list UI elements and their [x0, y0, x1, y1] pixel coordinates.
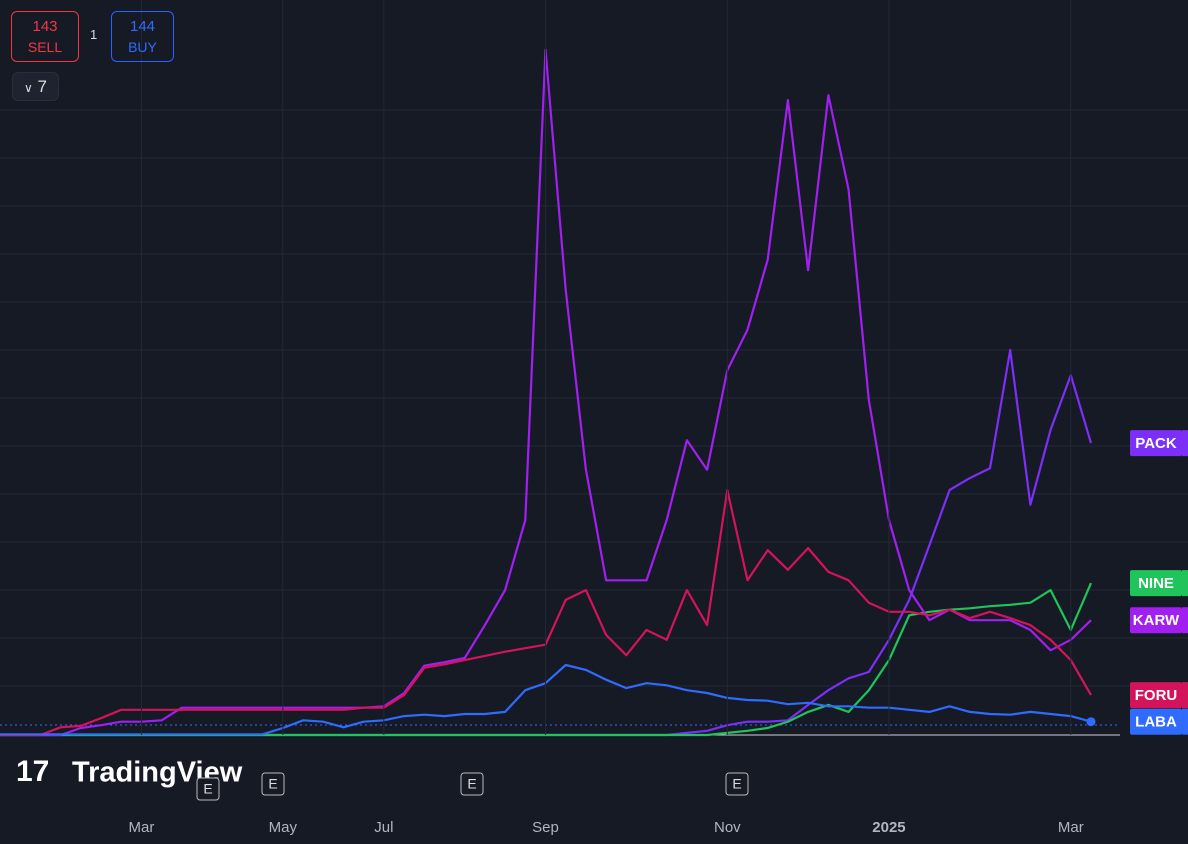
series-tag	[1130, 708, 1182, 735]
x-tick-label: Mar	[1058, 819, 1084, 836]
earnings-box[interactable]	[460, 772, 484, 796]
series-tags: PACK NINE KARW FORU LABA	[1130, 430, 1188, 735]
x-tick-label: Nov	[714, 819, 741, 836]
series-name: KARW	[1133, 612, 1180, 629]
x-axis: Mar May Jul Sep Nov 2025 Mar	[129, 0, 1084, 836]
series-tag	[1130, 607, 1182, 634]
series-tag	[1130, 570, 1182, 597]
earnings-label[interactable]: E	[203, 781, 212, 797]
series-tag	[1130, 430, 1182, 457]
x-tick-label: 2025	[872, 819, 905, 836]
last-point	[1086, 717, 1096, 727]
series-tag	[1130, 682, 1182, 709]
sell-button[interactable]: 143 SELL	[11, 11, 79, 62]
earnings-box[interactable]	[725, 772, 749, 796]
earnings-box[interactable]	[261, 772, 285, 796]
series-name: NINE	[1138, 575, 1174, 592]
earnings-label[interactable]: E	[732, 776, 741, 792]
sell-label[interactable]: SELL	[27, 39, 63, 55]
earnings-label[interactable]: E	[268, 776, 277, 792]
series-tag-edge	[1182, 570, 1188, 597]
series-tag-edge	[1182, 607, 1188, 634]
logo-mark: 17	[16, 755, 49, 788]
grid	[0, 109, 1188, 687]
quantity[interactable]: 1	[90, 27, 98, 42]
sell-price[interactable]: 143	[32, 18, 58, 35]
indicators-count[interactable]: 7	[37, 77, 47, 96]
series-name: PACK	[1135, 435, 1177, 452]
x-tick-label: Jul	[374, 819, 393, 836]
series-name: LABA	[1135, 714, 1177, 731]
series-tag-edge	[1182, 708, 1188, 735]
x-tick-label: Mar	[129, 819, 155, 836]
series-tag-edge	[1182, 682, 1188, 709]
earnings-box[interactable]	[196, 777, 220, 801]
x-tick-label: Sep	[532, 819, 559, 836]
earnings-label[interactable]: E	[467, 776, 476, 792]
buy-price[interactable]: 144	[129, 18, 156, 35]
earnings-markers[interactable]: E E E E	[196, 772, 749, 801]
series-name: FORU	[1135, 687, 1178, 704]
chevron[interactable]: ∨	[24, 81, 33, 95]
buy-button[interactable]: 144 BUY	[111, 11, 174, 62]
indicators-toggle[interactable]: ∨ 7	[12, 72, 59, 101]
x-tick-label: May	[269, 819, 298, 836]
series-lines	[0, 48, 1096, 737]
buy-label[interactable]: BUY	[128, 39, 157, 55]
series-tag-edge	[1182, 430, 1188, 457]
